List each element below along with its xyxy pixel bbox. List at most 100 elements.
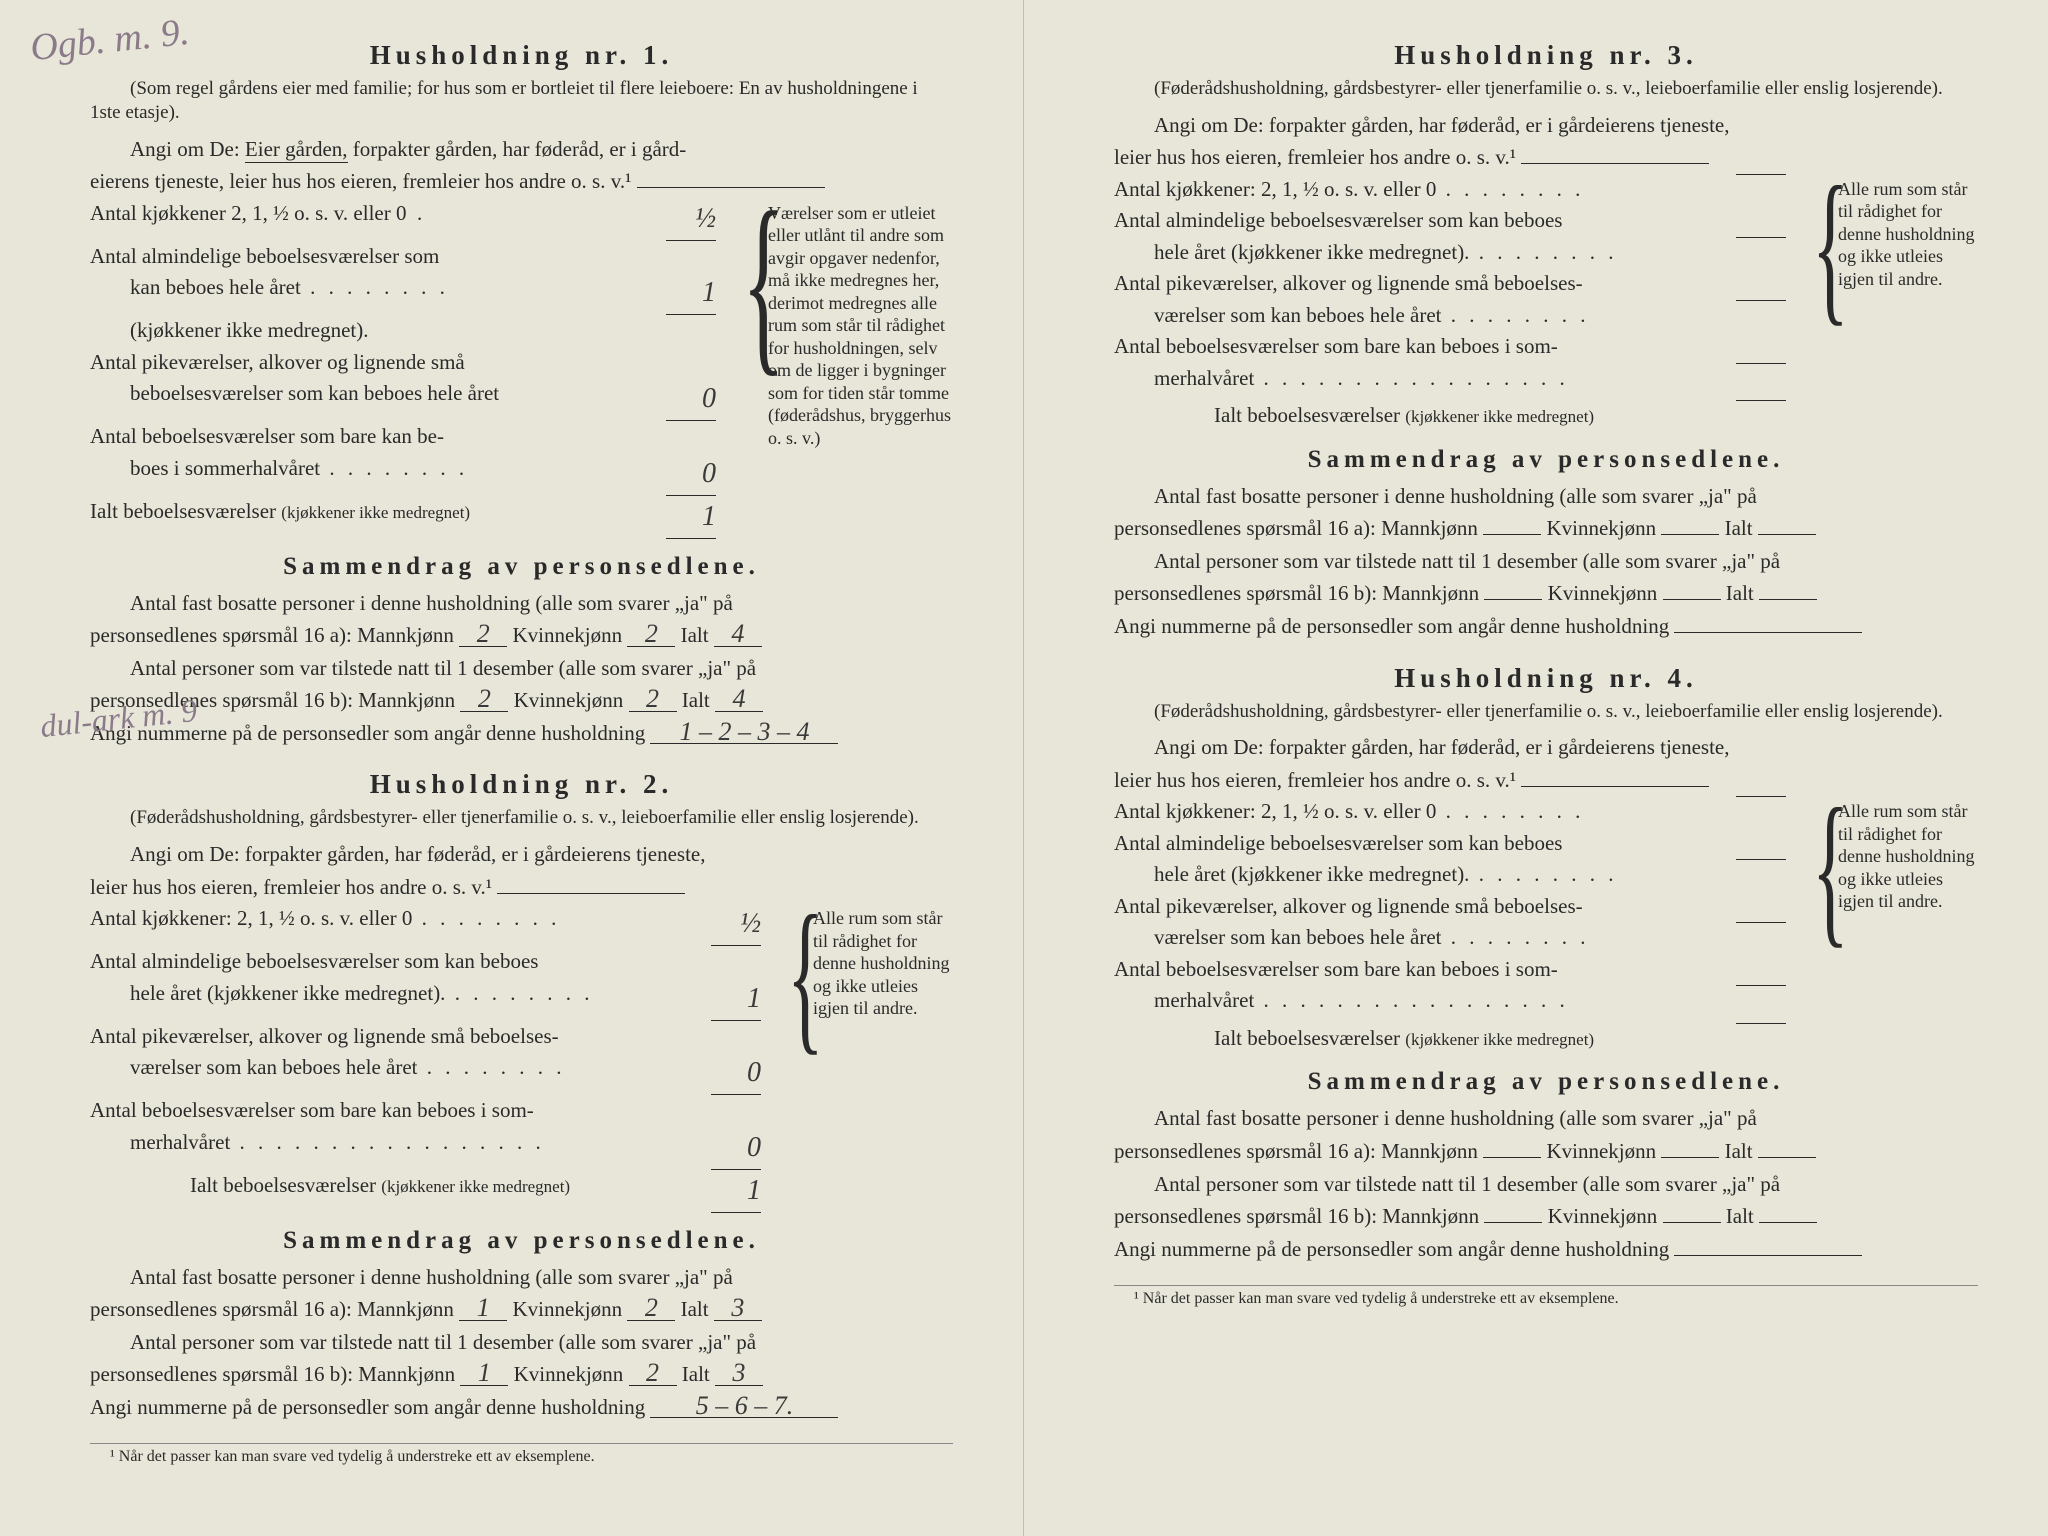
hh2-num-val: 5 – 6 – 7. [650, 1394, 838, 1418]
hh4-pres-m [1484, 1222, 1542, 1223]
hh2-kvlbl: Kvinnekjønn [512, 1297, 622, 1321]
hh1-kj-label: Antal kjøkkener 2, 1, ½ o. s. v. eller 0 [90, 201, 407, 225]
hh4-pres-ialtlbl: Ialt [1726, 1204, 1754, 1228]
hh1-alm1: Antal almindelige beboelsesværelser som [90, 244, 439, 268]
hh3-pres-kv [1663, 599, 1721, 600]
hh1-pik1: Antal pikeværelser, alkover og lignende … [90, 350, 465, 374]
hh2-fast2: personsedlenes spørsmål 16 a): Mannkjønn… [90, 1293, 953, 1326]
hh1-alm-val: 1 [666, 272, 716, 315]
hh2-kj: Antal kjøkkener: 2, 1, ½ o. s. v. eller … [90, 906, 412, 930]
hh4-alm1: Antal almindelige beboelsesværelser som … [1114, 831, 1562, 855]
hh2-rooms-main: Antal kjøkkener: 2, 1, ½ o. s. v. eller … [90, 903, 769, 1213]
hh1-pres-ialt: 4 [715, 687, 763, 711]
hh1-pik2: beboelsesværelser som kan beboes hele år… [130, 381, 499, 405]
hh4-som2: merhalvåret [1154, 988, 1254, 1012]
hh4-fast-ialt [1758, 1157, 1816, 1158]
hh3-fast-label: personsedlenes spørsmål 16 a): Mannkjønn [1114, 516, 1478, 540]
hh4-fast-m [1483, 1157, 1541, 1158]
hh3-alm2: hele året (kjøkkener ikke medregnet). [1154, 240, 1469, 264]
hh3-fast-ialt [1758, 534, 1816, 535]
hh4-kj-val [1736, 796, 1786, 797]
hh4-samm-title: Sammendrag av personsedlene. [1114, 1068, 1978, 1096]
hh4-pres2: personsedlenes spørsmål 16 b): Mannkjønn… [1114, 1200, 1978, 1233]
hh1-num: Angi nummerne på de personsedler som ang… [90, 717, 953, 750]
hh3-pres2: personsedlenes spørsmål 16 b): Mannkjønn… [1114, 577, 1978, 610]
hh2-side-note: { Alle rum som står til rådighet for den… [787, 903, 953, 1020]
hh1-som1: Antal beboelsesværelser som bare kan be- [90, 424, 444, 448]
hh4-ialt-val [1736, 1023, 1786, 1024]
brace-icon: { [1812, 796, 1849, 941]
brace-icon: { [1812, 174, 1849, 319]
hh3-pres1: Antal personer som var tilstede natt til… [1114, 545, 1978, 578]
hh3-title: Husholdning nr. 3. [1114, 40, 1978, 71]
household-3: Husholdning nr. 3. (Føderådshusholdning,… [1114, 40, 1978, 643]
hh3-fast1: Antal fast bosatte personer i denne hush… [1114, 480, 1978, 513]
hh4-som-val [1736, 985, 1786, 986]
hh3-kj: Antal kjøkkener: 2, 1, ½ o. s. v. eller … [1114, 177, 1436, 201]
hh1-fast-kv: 2 [627, 622, 675, 646]
hh2-side-text: Alle rum som står til rådighet for denne… [813, 908, 950, 1018]
hh2-ialtlbl: Ialt [681, 1297, 709, 1321]
footnote-right: ¹ Når det passer kan man svare ved tydel… [1114, 1285, 1978, 1308]
hh1-ialt-lbl: Ialt [681, 623, 709, 647]
hh1-side-text: Værelser som er utleiet eller utlånt til… [768, 203, 951, 448]
hh2-som1: Antal beboelsesværelser som bare kan beb… [90, 1098, 534, 1122]
hh3-som-val [1736, 363, 1786, 364]
hh4-ialt: Ialt beboelsesværelser [1114, 1026, 1400, 1050]
hh3-num-label: Angi nummerne på de personsedler som ang… [1114, 614, 1669, 638]
hh1-angi-underlined: Eier gården, [245, 137, 348, 163]
hh3-angi-line2: leier hus hos eieren, fremleier hos andr… [1114, 145, 1516, 169]
hh1-ialt-note: (kjøkkener ikke medregnet) [281, 503, 470, 522]
hh4-rooms-row: Antal kjøkkener: 2, 1, ½ o. s. v. eller … [1114, 796, 1978, 1054]
hh2-pik-val: 0 [711, 1052, 761, 1095]
hh2-fast-ialt: 3 [714, 1296, 762, 1320]
household-2: Husholdning nr. 2. (Føderådshusholdning,… [90, 769, 953, 1423]
hh1-pres-kvlbl: Kvinnekjønn [514, 688, 624, 712]
hh2-samm-title: Sammendrag av personsedlene. [90, 1227, 953, 1255]
hh3-pres-m [1484, 599, 1542, 600]
hh4-kvlbl: Kvinnekjønn [1546, 1139, 1656, 1163]
hh2-title: Husholdning nr. 2. [90, 769, 953, 800]
hh4-ialt-note: (kjøkkener ikke medregnet) [1405, 1030, 1594, 1049]
hh1-num-val: 1 – 2 – 3 – 4 [650, 720, 838, 744]
hh2-angi1: Angi om De: forpakter gården, har føderå… [90, 838, 953, 871]
hh1-samm-title: Sammendrag av personsedlene. [90, 553, 953, 581]
hh4-fast1: Antal fast bosatte personer i denne hush… [1114, 1102, 1978, 1135]
hh2-pres-m: 1 [460, 1361, 508, 1385]
hh3-kvlbl: Kvinnekjønn [1546, 516, 1656, 540]
hh4-pres1: Antal personer som var tilstede natt til… [1114, 1168, 1978, 1201]
hh4-pres-kv [1663, 1222, 1721, 1223]
hh2-pres-ialt: 3 [715, 1361, 763, 1385]
hh3-som2: merhalvåret [1154, 366, 1254, 390]
hh2-angi-rest: forpakter gården, har føderåd, er i gård… [245, 842, 706, 866]
hh3-angi-rest: forpakter gården, har føderåd, er i gård… [1269, 113, 1730, 137]
hh3-ialt-note: (kjøkkener ikke medregnet) [1405, 407, 1594, 426]
hh2-fast-m: 1 [459, 1296, 507, 1320]
hh1-fast-m: 2 [459, 622, 507, 646]
hh3-angi-prefix: Angi om De: [1154, 113, 1264, 137]
hh1-alm2: kan beboes hele året [130, 275, 301, 299]
hh3-fast-kv [1661, 534, 1719, 535]
hh2-pik2: værelser som kan beboes hele året [130, 1055, 417, 1079]
hh1-ialt-label: Ialt beboelsesværelser [90, 499, 276, 523]
hh4-pres-label: personsedlenes spørsmål 16 b): Mannkjønn [1114, 1204, 1479, 1228]
hh1-kj-val: ½ [666, 198, 716, 241]
hh1-fast2: personsedlenes spørsmål 16 a): Mannkjønn… [90, 619, 953, 652]
hh4-angi-blank [1521, 786, 1709, 787]
hh2-rooms-row: Antal kjøkkener: 2, 1, ½ o. s. v. eller … [90, 903, 953, 1213]
hh2-alm-val: 1 [711, 978, 761, 1021]
hh4-ialtlbl: Ialt [1725, 1139, 1753, 1163]
hh4-pik1: Antal pikeværelser, alkover og lignende … [1114, 894, 1583, 918]
hh1-kv-label: Kvinnekjønn [512, 623, 622, 647]
hh3-alm1: Antal almindelige beboelsesværelser som … [1114, 208, 1562, 232]
hh1-pik-val: 0 [666, 378, 716, 421]
hh1-fast1: Antal fast bosatte personer i denne hush… [90, 587, 953, 620]
hh1-angi-line2: eierens tjeneste, leier hus hos eieren, … [90, 165, 953, 198]
hh4-pik-val [1736, 922, 1786, 923]
hh1-angi-rest: forpakter gården, har føderåd, er i gård… [353, 137, 687, 161]
hh2-ialt: Ialt beboelsesværelser [90, 1173, 376, 1197]
hh1-angi-blank [637, 187, 825, 188]
hh2-num-label: Angi nummerne på de personsedler som ang… [90, 1395, 645, 1419]
hh3-num: Angi nummerne på de personsedler som ang… [1114, 610, 1978, 643]
hh4-side-note: { Alle rum som står til rådighet for den… [1812, 796, 1978, 913]
